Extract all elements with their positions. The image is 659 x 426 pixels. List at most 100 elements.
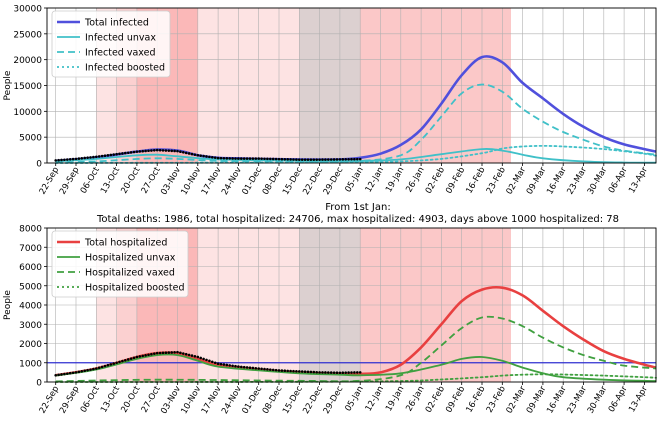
top-reported-point (112, 153, 115, 156)
bottom-reported-point (269, 368, 272, 371)
top-ytick-label: 15000 (13, 82, 42, 92)
bottom-xtick-label: 13-Apr (627, 384, 650, 414)
bottom-reported-point (129, 357, 133, 360)
bottom-reported-point (66, 372, 69, 375)
top-ylabel: People (3, 70, 13, 100)
top-chart-xlabel: From 1st Jan: (325, 202, 390, 213)
bottom-reported-point (155, 351, 159, 355)
bottom-reported-point (100, 365, 104, 369)
bottom-reported-point (115, 361, 118, 365)
top-reported-point (219, 156, 223, 160)
bottom-reported-point (161, 351, 165, 355)
bottom-reported-point (254, 366, 258, 370)
bottom-legend (51, 230, 189, 298)
bottom-reported-point (89, 368, 92, 371)
top-reported-point (338, 158, 342, 161)
top-reported-point (315, 158, 319, 161)
bottom-reported-point (112, 362, 115, 365)
top-reported-point (283, 157, 287, 161)
bottom-reported-point (312, 370, 316, 374)
bottom-series-hospitalized-vaxed (55, 315, 657, 383)
top-reported-point (196, 153, 200, 157)
bottom-reported-point (240, 365, 243, 369)
bottom-reported-point (356, 371, 359, 374)
top-legend-label: Infected vaxed (85, 48, 156, 59)
bottom-xtick-label: 19-Jan (384, 385, 406, 414)
top-reported-point (118, 152, 121, 156)
top-reported-point (199, 154, 202, 157)
bottom-reported-point (179, 351, 182, 355)
bottom-reported-point (199, 356, 202, 360)
bottom-chart-title: Total deaths: 1986, total hospitalized: … (96, 214, 619, 225)
bottom-chart: 01000200030004000500060007000800022-Sep2… (3, 225, 657, 416)
top-reported-point (147, 149, 150, 153)
top-reported-point (144, 149, 147, 153)
top-reported-point (344, 158, 348, 161)
top-reported-point (173, 149, 176, 153)
top-reported-point (106, 154, 110, 157)
top-reported-point (161, 149, 165, 152)
top-reported-point (263, 157, 266, 161)
top-series-infected-unvax (55, 148, 657, 164)
top-xtick-label: 05-Jan (343, 166, 365, 195)
bottom-reported-point (358, 371, 362, 374)
top-reported-point (312, 158, 316, 161)
top-reported-point (208, 155, 211, 159)
bottom-reported-point (176, 350, 179, 354)
bottom-reported-point (338, 371, 342, 375)
top-reported-point (190, 152, 194, 156)
top-series-infected-boosted (54, 144, 657, 164)
top-reported-point (164, 149, 168, 152)
top-reported-point (257, 157, 261, 160)
bottom-reported-point (95, 367, 98, 370)
bottom-reported-point (286, 369, 290, 373)
bottom-reported-point (74, 371, 78, 374)
top-reported-point (121, 152, 124, 155)
bottom-reported-point (118, 360, 121, 364)
top-reported-point (358, 157, 362, 161)
bottom-reported-point (205, 358, 208, 362)
top-chart: 05000100001500020000250003000022-Sep29-S… (3, 5, 657, 197)
top-reported-point (71, 157, 75, 161)
top-reported-point (347, 157, 350, 161)
top-reported-point (260, 157, 263, 160)
top-reported-point (318, 158, 321, 161)
bottom-reported-point (295, 369, 298, 373)
bottom-xtick-label: 30-Mar (586, 384, 610, 415)
bottom-reported-point (300, 370, 304, 373)
top-reported-point (306, 158, 310, 161)
top-reported-point (77, 157, 81, 160)
bottom-reported-point (153, 352, 156, 355)
bottom-reported-point (327, 371, 330, 374)
bottom-reported-point (231, 364, 234, 368)
bottom-reported-point (135, 355, 139, 359)
top-reported-point (158, 148, 162, 152)
top-reported-point (141, 149, 144, 153)
bottom-reported-point (211, 360, 214, 364)
top-reported-point (80, 156, 84, 160)
top-reported-point (303, 158, 307, 161)
bottom-reported-point (277, 369, 281, 372)
bottom-reported-point (184, 352, 188, 356)
top-xtick-label: 30-Mar (586, 165, 610, 196)
bottom-reported-point (283, 369, 287, 373)
top-reported-point (242, 157, 246, 160)
top-reported-point (89, 156, 92, 159)
top-reported-point (216, 156, 220, 160)
top-reported-point (234, 157, 237, 160)
top-reported-point (266, 157, 269, 161)
top-legend (51, 10, 171, 78)
bottom-reported-point (266, 368, 269, 371)
top-reported-point (356, 157, 359, 161)
bottom-reported-point (318, 371, 321, 374)
bottom-reported-point (216, 362, 220, 366)
top-reported-point (228, 157, 231, 160)
bottom-series-hospitalized-unvax (55, 353, 657, 382)
top-reported-point (126, 151, 130, 155)
top-legend-label: Infected boosted (85, 63, 165, 74)
bottom-reported-point (292, 369, 295, 373)
top-reported-point (335, 158, 339, 161)
bottom-reported-point (257, 367, 261, 370)
top-reported-point (193, 153, 197, 156)
bottom-reported-point (298, 370, 301, 373)
